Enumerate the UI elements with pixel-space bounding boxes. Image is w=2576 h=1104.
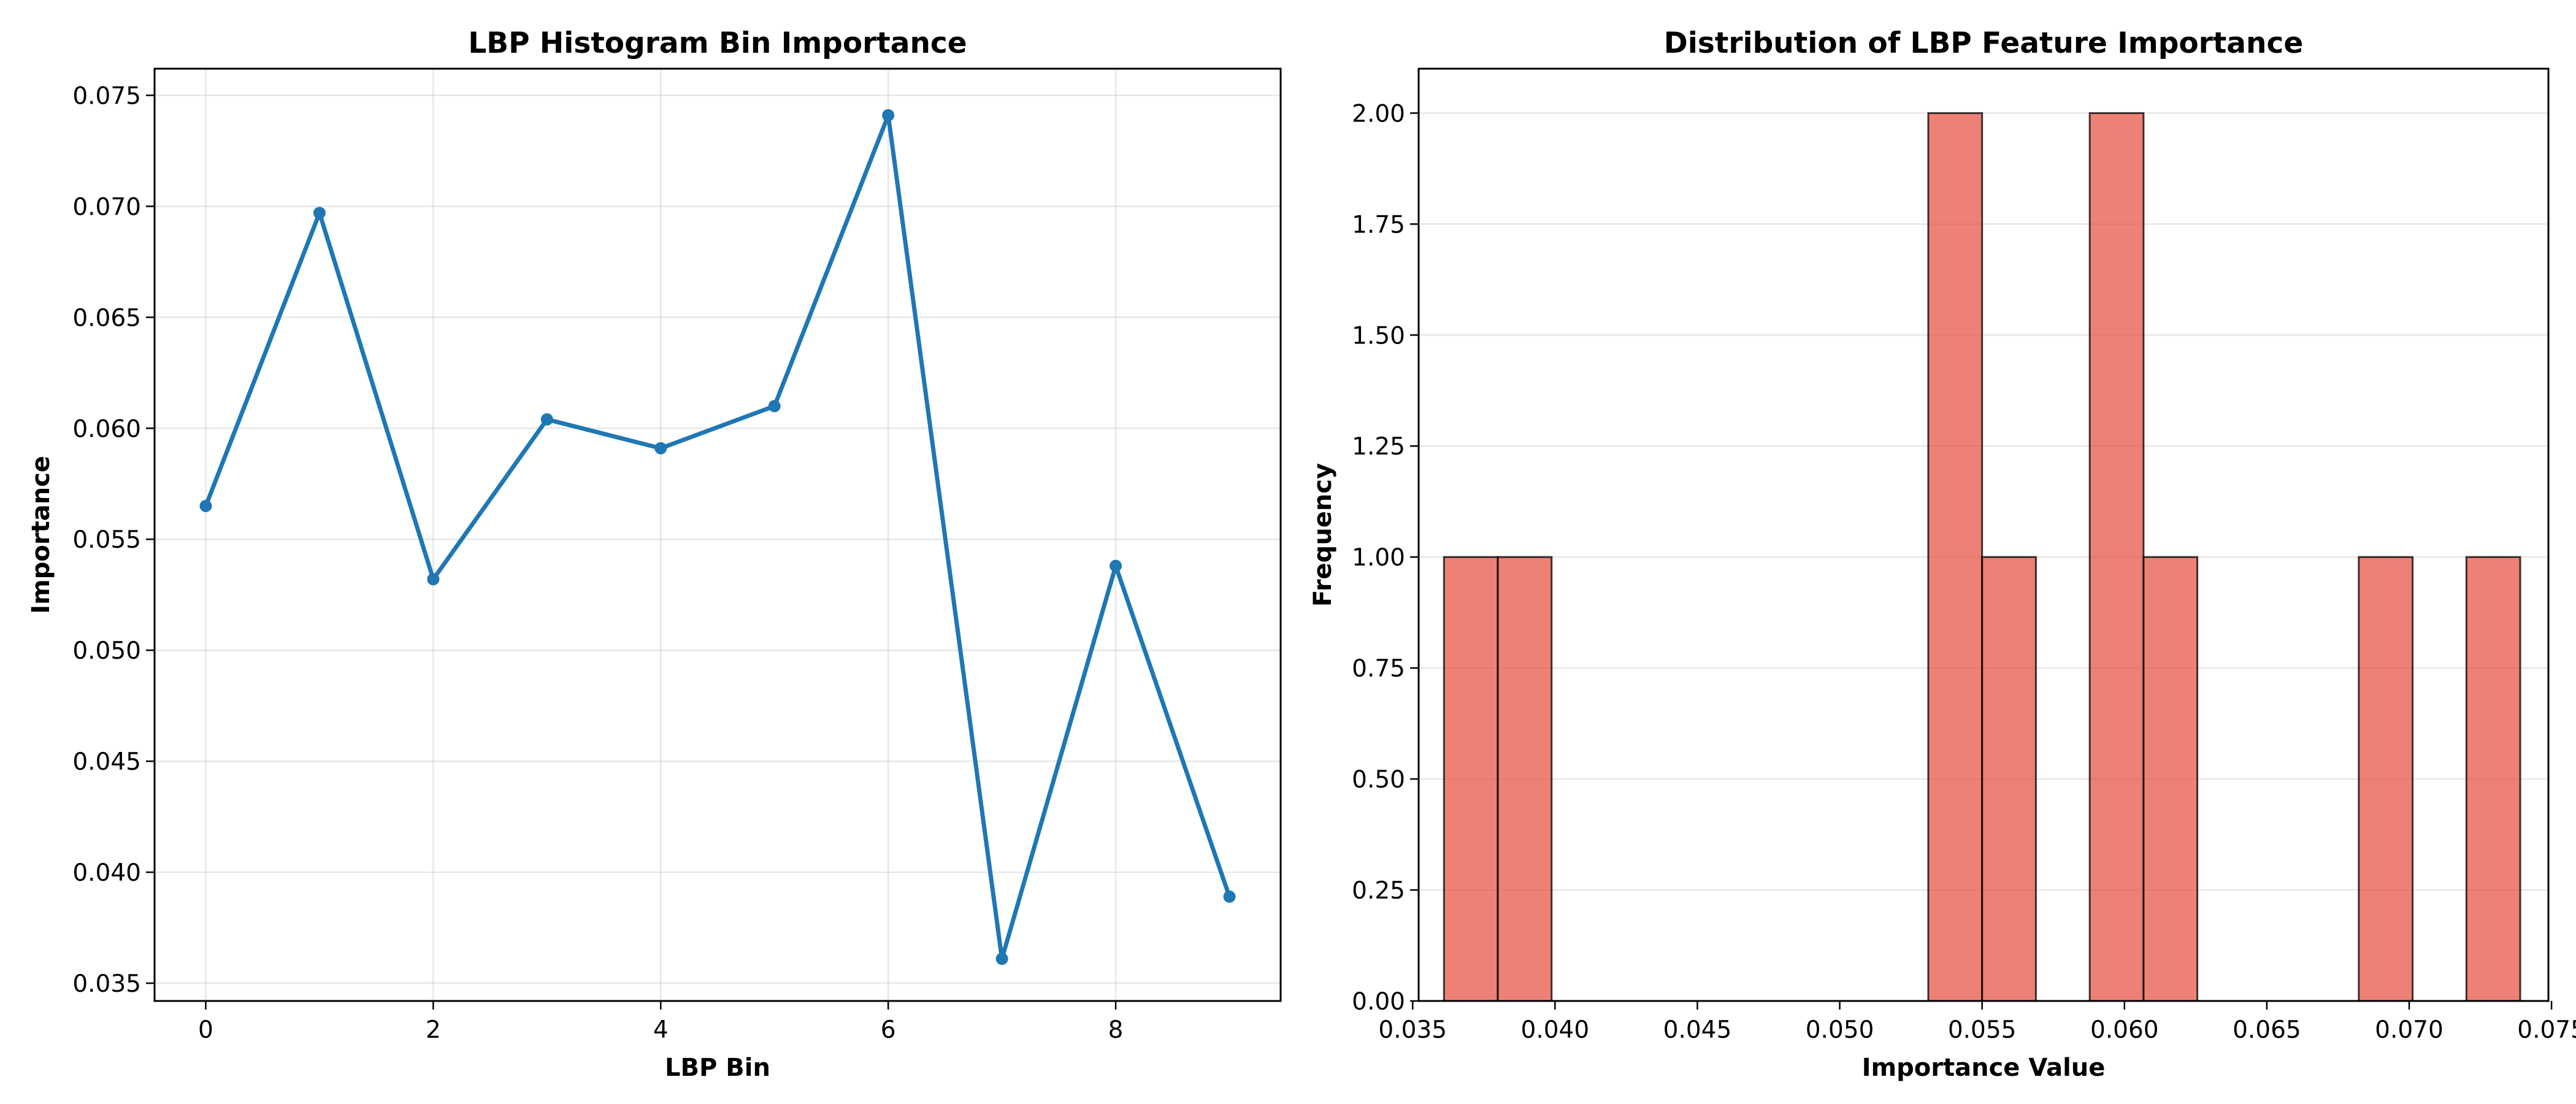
x-tick-label: 0.065 — [2233, 1016, 2301, 1044]
y-tick-label: 0.065 — [72, 304, 141, 332]
series-line — [204, 113, 1232, 961]
x-tick-label: 0.070 — [2375, 1016, 2444, 1044]
plot-area — [1443, 112, 2521, 1002]
chart-title: Distribution of LBP Feature Importance — [1664, 26, 2303, 60]
x-tick-label: 4 — [653, 1016, 669, 1044]
histogram-bar — [1981, 556, 2037, 1002]
y-tick-label: 1.75 — [1352, 211, 1405, 239]
x-tick-label: 2 — [426, 1016, 441, 1044]
y-tick-label: 0.75 — [1352, 655, 1405, 683]
y-axis-label: Importance — [27, 456, 55, 614]
y-tick-label: 2.00 — [1352, 100, 1405, 128]
axis-ticks: 0 2 4 6 8 0.035 0.040 0.045 0.050 0.055 0.060 0.065… — [72, 82, 1123, 1044]
y-tick-label: 0.50 — [1352, 766, 1405, 794]
axis-ticks: 0.035 0.040 0.045 0.050 0.055 0.060 0.065 0.070… — [1352, 100, 2576, 1044]
line-chart: LBP Histogram Bin Importance LBP Bin Imp… — [27, 26, 1282, 1082]
x-tick-label: 0.040 — [1521, 1016, 1590, 1044]
data-point — [995, 953, 1008, 965]
y-tick-label: 0.045 — [72, 748, 141, 776]
x-axis-label: Importance Value — [1862, 1054, 2106, 1082]
x-tick-label: 6 — [881, 1016, 896, 1044]
y-tick-label: 1.25 — [1352, 433, 1405, 461]
histogram-bar — [2358, 556, 2414, 1002]
x-tick-label: 0.050 — [1806, 1016, 1874, 1044]
y-tick-label: 0.050 — [72, 637, 141, 665]
x-tick-label: 0.075 — [2517, 1016, 2576, 1044]
histogram-bar — [1443, 556, 1499, 1002]
y-tick-label: 0.055 — [72, 526, 141, 554]
x-tick-label: 8 — [1108, 1016, 1124, 1044]
histogram-chart: Distribution of LBP Feature Importance I… — [1309, 26, 2576, 1082]
axes-frame — [153, 67, 1282, 1002]
y-axis-label: Frequency — [1309, 463, 1337, 607]
plot-area — [199, 109, 1236, 965]
y-tick-label: 0.035 — [72, 970, 141, 998]
y-tick-label: 0.075 — [72, 82, 141, 110]
y-tick-label: 0.040 — [72, 859, 141, 887]
histogram-bar — [1497, 556, 1553, 1002]
x-tick-label: 0.060 — [2090, 1016, 2159, 1044]
x-tick-label: 0 — [198, 1016, 213, 1044]
y-tick-label: 0.25 — [1352, 877, 1405, 905]
data-point — [1110, 559, 1122, 572]
x-tick-label: 0.045 — [1663, 1016, 1732, 1044]
data-point — [768, 400, 781, 413]
x-tick-label: 0.055 — [1948, 1016, 2017, 1044]
data-point — [313, 207, 326, 220]
x-axis-label: LBP Bin — [665, 1054, 770, 1082]
data-point — [1223, 890, 1236, 903]
y-tick-label: 1.50 — [1352, 322, 1405, 350]
y-tick-label: 1.00 — [1352, 544, 1405, 572]
y-tick-label: 0.060 — [72, 415, 141, 443]
y-tick-label: 0.070 — [72, 193, 141, 221]
histogram-bar — [2465, 556, 2521, 1002]
data-point — [199, 499, 212, 512]
gridlines — [155, 69, 1281, 1001]
histogram-bar — [2142, 556, 2199, 1002]
data-point — [654, 442, 667, 454]
data-point — [882, 109, 895, 121]
axes-frame — [1417, 67, 2550, 1002]
histogram-bar — [2088, 112, 2145, 1002]
data-point — [540, 413, 553, 426]
y-tick-label: 0.00 — [1352, 988, 1405, 1016]
histogram-bar — [1927, 112, 1984, 1002]
data-point — [427, 573, 440, 586]
chart-title: LBP Histogram Bin Importance — [468, 26, 967, 60]
x-tick-label: 0.035 — [1378, 1016, 1447, 1044]
